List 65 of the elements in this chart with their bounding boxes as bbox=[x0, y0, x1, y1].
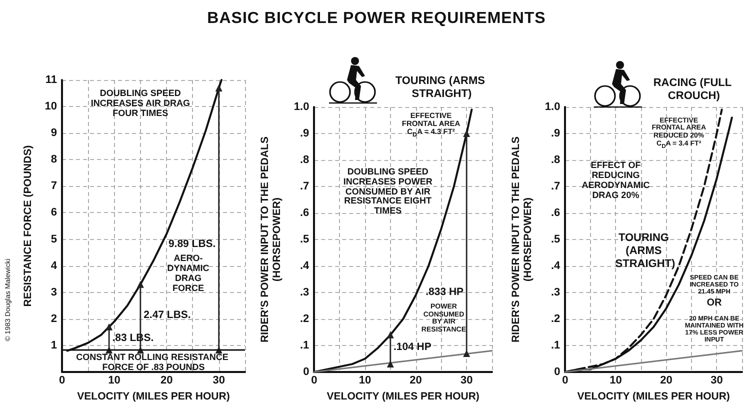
y-tick-label: 11 bbox=[45, 74, 57, 86]
x-tick-label: 0 bbox=[562, 374, 568, 386]
y-tick-label: 8 bbox=[50, 154, 57, 166]
x-tick-label: 10 bbox=[610, 374, 622, 386]
x-tick-label: 30 bbox=[212, 374, 225, 386]
series-label: TOURING (ARMS STRAIGHT) bbox=[615, 232, 676, 270]
x-tick-label: 0 bbox=[58, 374, 66, 386]
y-tick-label: .7 bbox=[300, 180, 310, 192]
y-tick-label: 5 bbox=[50, 233, 57, 246]
x-axis-title: VELOCITY (MILES PER HOUR) bbox=[77, 390, 230, 402]
x-tick-label: 30 bbox=[460, 374, 473, 386]
y-tick-label: .8 bbox=[551, 154, 560, 166]
text: BASIC BICYCLE POWER REQUIREMENTS bbox=[206, 10, 547, 28]
y-tick-label: .8 bbox=[300, 154, 310, 166]
y-axis-title: RESISTANCE FORCE (POUNDS) bbox=[22, 145, 34, 307]
y-tick-label: .1 bbox=[300, 340, 310, 352]
y-tick-label: 0 bbox=[554, 366, 560, 378]
x-tick-label: 30 bbox=[710, 374, 723, 386]
x-tick-label: 20 bbox=[160, 374, 173, 386]
y-tick-label: 4 bbox=[50, 260, 58, 272]
x-tick-label: 0 bbox=[311, 374, 318, 386]
y-tick-label: 0 bbox=[303, 366, 310, 378]
annotation: 2.47 LBS. bbox=[144, 309, 191, 322]
y-tick-label: .3 bbox=[551, 286, 560, 298]
legend-label: TOURING (ARMS STRAIGHT) bbox=[395, 75, 488, 100]
annotation: .833 HP bbox=[426, 286, 464, 298]
y-tick-label: .6 bbox=[300, 207, 310, 219]
y-tick-label: 9 bbox=[50, 127, 57, 140]
annotation: EFFECT OF REDUCING AERODYNAMIC DRAG 20% bbox=[582, 160, 650, 201]
y-tick-label: .4 bbox=[551, 260, 562, 272]
x-tick-label: 10 bbox=[358, 374, 372, 386]
legend-label: RACING (FULL CROUCH) bbox=[653, 77, 734, 102]
x-tick-label: 20 bbox=[660, 374, 672, 386]
y-tick-label: 6 bbox=[50, 206, 57, 219]
y-tick-label: .9 bbox=[551, 128, 560, 140]
annotation: AERO-DYNAMIC DRAG FORCE bbox=[166, 252, 210, 294]
annotation: DOUBLING SPEED INCREASES AIR DRAG FOUR TIMES bbox=[90, 88, 192, 119]
annotation: 9.89 LBS. bbox=[168, 238, 216, 250]
y-tick-label: 1.0 bbox=[294, 101, 310, 113]
annotation: DOUBLING SPEED INCREASES POWER CONSUMED BY AIR RESISTANCE EIGHT TIMES bbox=[342, 166, 434, 217]
y-axis-title: RIDER'S POWER INPUT TO THE PEDALS (HORSEPOWER) bbox=[259, 136, 283, 342]
x-tick-label: 20 bbox=[410, 374, 422, 386]
y-tick-label: .2 bbox=[551, 313, 560, 325]
y-tick-label: 10 bbox=[44, 100, 57, 113]
y-tick-label: 3 bbox=[50, 286, 57, 298]
y-tick-label: .1 bbox=[551, 340, 560, 352]
y-tick-label: .5 bbox=[300, 234, 310, 246]
y-tick-label: 1.0 bbox=[544, 101, 560, 113]
x-tick-label: 10 bbox=[108, 374, 120, 386]
x-axis-title: VELOCITY (MILES PER HOUR) bbox=[577, 390, 730, 402]
y-tick-label: .5 bbox=[551, 234, 560, 246]
annotation: OR bbox=[706, 298, 723, 309]
y-tick-label: .9 bbox=[300, 128, 310, 140]
y-tick-label: .7 bbox=[551, 180, 560, 192]
annotation: .104 HP bbox=[393, 341, 432, 354]
y-tick-label: 1 bbox=[50, 339, 57, 352]
ref-line-label: CONSTANT ROLLING RESISTANCE FORCE OF .83 POUNDS bbox=[76, 352, 231, 372]
y-tick-label: .6 bbox=[551, 207, 560, 219]
y-tick-label: .2 bbox=[300, 313, 310, 325]
x-axis-title: VELOCITY (MILES PER HOUR) bbox=[326, 390, 480, 402]
y-tick-label: .3 bbox=[300, 286, 310, 298]
y-tick-label: 7 bbox=[50, 180, 57, 192]
y-tick-label: .4 bbox=[300, 260, 310, 272]
y-axis-title: RIDER'S POWER INPUT TO THE PEDALS (HORSEPOWER) bbox=[510, 136, 534, 342]
y-tick-label: 2 bbox=[50, 312, 57, 325]
